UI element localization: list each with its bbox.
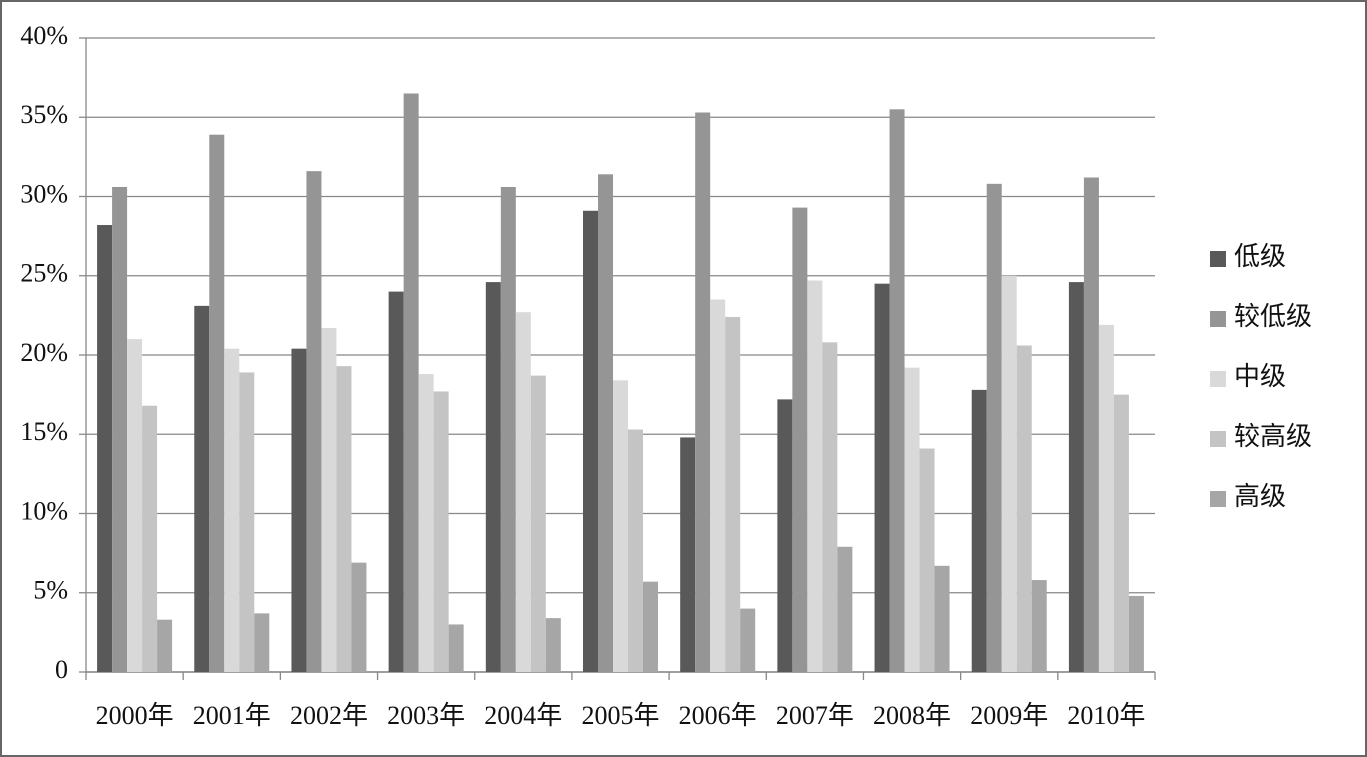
bar [291, 348, 307, 672]
y-tick-label: 10% [20, 496, 68, 525]
bar [1001, 275, 1017, 672]
y-tick-label: 20% [20, 338, 68, 367]
y-tick-label: 30% [20, 179, 68, 208]
bar [934, 565, 950, 672]
x-tick-label: 2004年 [484, 701, 562, 730]
bar [545, 618, 561, 672]
bar [1016, 345, 1032, 672]
legend-swatch [1210, 311, 1226, 327]
bar [142, 405, 158, 672]
bar [97, 225, 113, 672]
bar [792, 207, 808, 672]
bar [351, 562, 367, 672]
bar [515, 312, 531, 672]
y-tick-label: 25% [20, 259, 68, 288]
bar [254, 613, 270, 672]
legend-swatch [1210, 371, 1226, 387]
bar [889, 109, 905, 672]
legend-swatch [1210, 251, 1226, 267]
x-tick-label: 2009年 [970, 701, 1048, 730]
bar [874, 283, 890, 672]
bar [1031, 580, 1047, 672]
y-tick-label: 40% [20, 21, 68, 50]
bar [904, 367, 920, 672]
bar [837, 546, 853, 672]
bar [448, 624, 464, 672]
bar [433, 391, 449, 672]
bar [1068, 282, 1084, 672]
bar [740, 608, 756, 672]
x-tick-label: 2001年 [193, 701, 271, 730]
bar [628, 429, 643, 672]
bar [807, 280, 823, 672]
legend-label: 高级 [1234, 482, 1286, 511]
x-tick-label: 2006年 [679, 701, 757, 730]
bar [306, 171, 322, 672]
bar [500, 186, 516, 673]
bar [971, 389, 987, 672]
bar [1128, 595, 1144, 672]
y-tick-label: 35% [20, 100, 68, 129]
legend-label: 较高级 [1234, 422, 1312, 451]
bar [680, 437, 696, 672]
bar [598, 174, 613, 672]
bar [485, 282, 501, 672]
legend-swatch [1210, 491, 1226, 507]
bar [418, 374, 434, 672]
bar [336, 366, 352, 672]
bar [127, 339, 143, 672]
bar [822, 342, 838, 672]
x-tick-label: 2003年 [387, 701, 465, 730]
bar [613, 380, 628, 672]
bar [986, 183, 1002, 672]
bar [224, 348, 240, 672]
bar [1083, 177, 1099, 673]
x-tick-label: 2007年 [776, 701, 854, 730]
bar [209, 134, 225, 672]
bar [403, 93, 419, 673]
bar [583, 210, 598, 672]
bar [725, 316, 741, 672]
x-tick-label: 2008年 [873, 701, 951, 730]
x-tick-label: 2000年 [96, 701, 174, 730]
y-tick-label: 0 [55, 655, 68, 684]
y-tick-label: 15% [20, 417, 68, 446]
bar [695, 112, 711, 673]
legend-swatch [1210, 431, 1226, 447]
bar [777, 399, 793, 672]
bar [530, 375, 546, 672]
x-tick-label: 2005年 [581, 701, 659, 730]
bar [157, 619, 173, 672]
legend-label: 较低级 [1234, 302, 1312, 331]
y-tick-label: 5% [33, 576, 68, 605]
x-tick-label: 2010年 [1067, 701, 1145, 730]
bar [388, 291, 404, 672]
bar [239, 372, 255, 672]
x-tick-label: 2002年 [290, 701, 368, 730]
bar [194, 305, 210, 672]
bar [1098, 324, 1114, 672]
legend-label: 低级 [1234, 242, 1286, 271]
bar [112, 186, 128, 673]
bar [919, 448, 935, 672]
bar [643, 581, 658, 672]
bar [710, 299, 726, 672]
legend-label: 中级 [1234, 362, 1286, 391]
bar [1113, 394, 1129, 672]
bar [321, 328, 337, 672]
